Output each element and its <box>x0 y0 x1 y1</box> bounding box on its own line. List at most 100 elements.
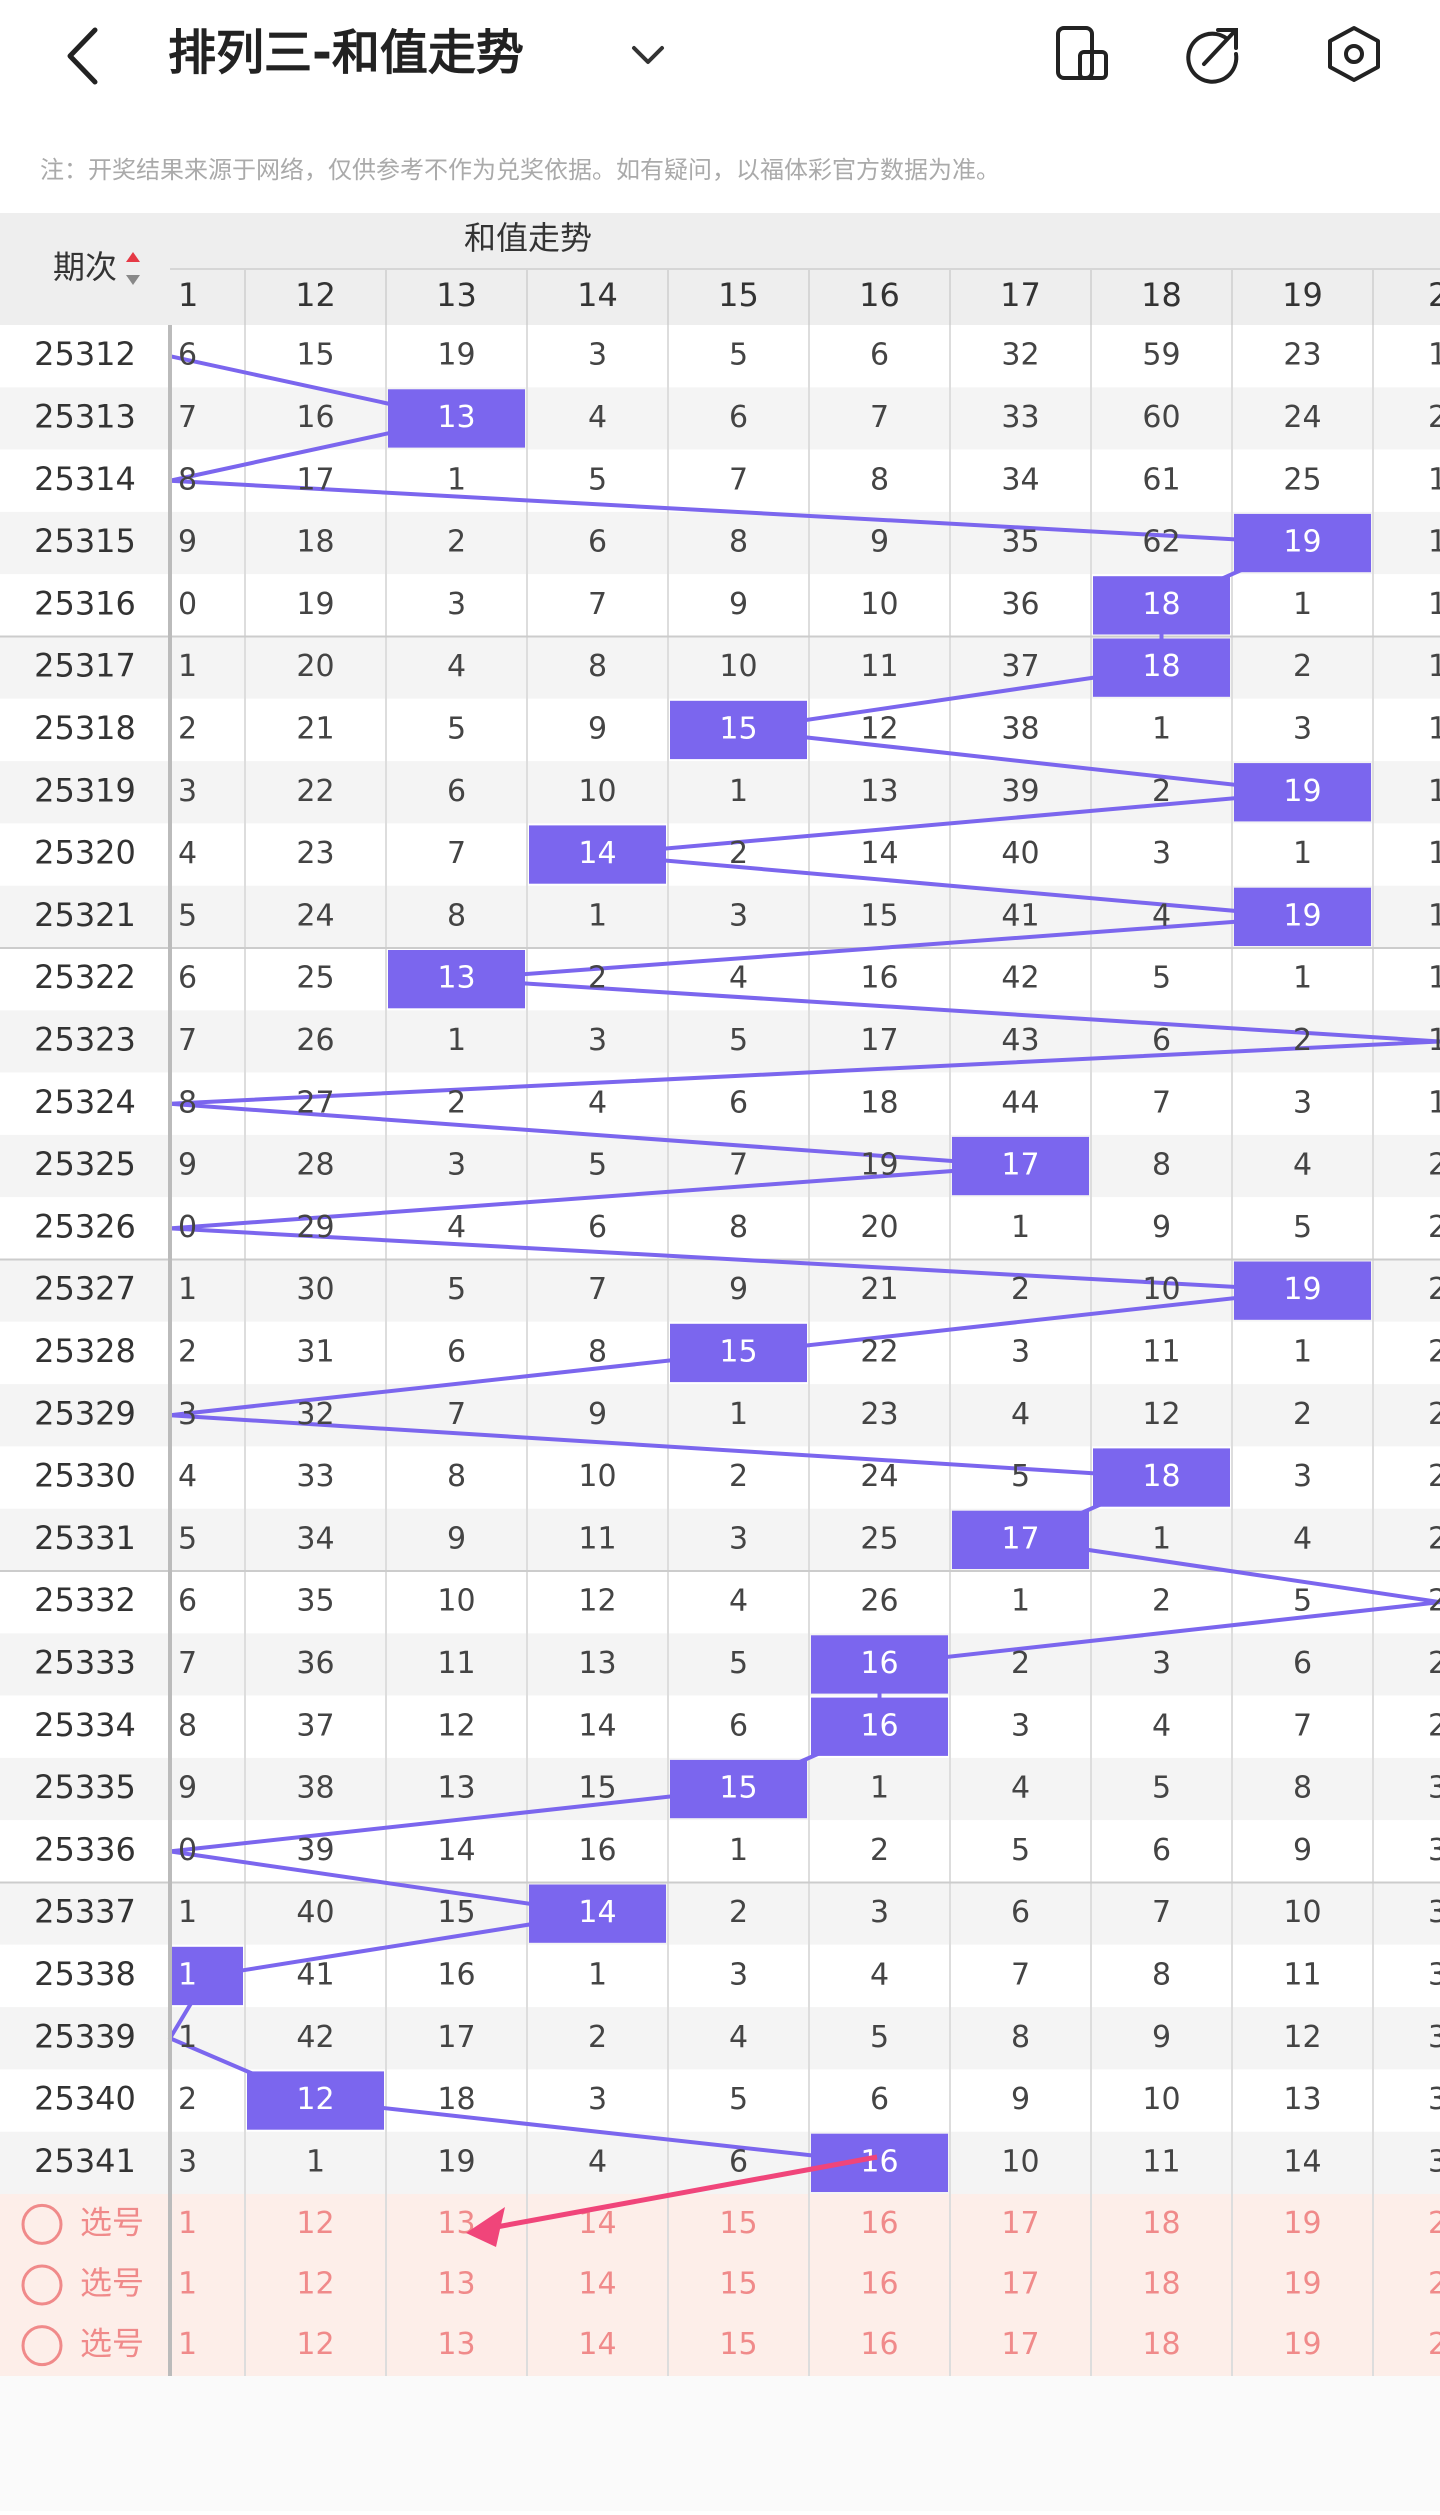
cell-value: 9 <box>588 711 607 746</box>
pick-toggle[interactable] <box>21 2325 63 2367</box>
screen-icon[interactable] <box>1056 26 1108 80</box>
pick-label[interactable]: 选号 <box>80 2325 144 2363</box>
cell-value: 9 <box>588 1397 607 1432</box>
row-bg <box>0 511 1440 575</box>
cell-value: 3 <box>447 1148 466 1183</box>
group-header: 和值走势 <box>464 219 592 257</box>
cell-value: 6 <box>1293 1646 1312 1681</box>
pick-number[interactable]: 13 <box>437 2267 475 2302</box>
cell-value: 35 <box>1001 525 1039 560</box>
hit-value: 15 <box>719 1771 757 1806</box>
pick-label[interactable]: 选号 <box>80 2203 144 2241</box>
cell-value: 2 <box>1428 1272 1440 1307</box>
pick-number[interactable]: 14 <box>578 2267 616 2302</box>
cell-value: 7 <box>870 400 889 435</box>
issue-number: 25338 <box>34 1955 136 1993</box>
cell-value: 1 <box>588 898 607 933</box>
cell-value: 6 <box>447 774 466 809</box>
cell-value: 8 <box>1293 1771 1312 1806</box>
cell-value: 23 <box>296 836 334 871</box>
cell-value: 0 <box>178 1833 197 1868</box>
cell-value: 39 <box>1001 774 1039 809</box>
cell-value: 19 <box>860 1148 898 1183</box>
pick-number[interactable]: 18 <box>1142 2327 1180 2362</box>
cell-value: 5 <box>447 1272 466 1307</box>
cell-value: 7 <box>178 400 197 435</box>
pick-number[interactable]: 12 <box>296 2327 334 2362</box>
cell-value: 23 <box>1283 338 1321 373</box>
pick-number[interactable]: 1 <box>178 2267 197 2302</box>
pick-number[interactable]: 2 <box>1428 2206 1440 2241</box>
pick-number[interactable]: 2 <box>1428 2327 1440 2362</box>
cell-value: 5 <box>1152 961 1171 996</box>
issue-number: 25314 <box>34 460 136 498</box>
column-header: 17 <box>1000 276 1041 314</box>
issue-number: 25323 <box>34 1020 136 1058</box>
cell-value: 2 <box>870 1833 889 1868</box>
dropdown-icon[interactable] <box>632 46 664 64</box>
cell-value: 8 <box>729 1210 748 1245</box>
sort-down[interactable] <box>126 275 140 285</box>
pick-number[interactable]: 12 <box>296 2206 334 2241</box>
cell-value: 10 <box>719 649 757 684</box>
share-icon[interactable] <box>1186 28 1239 84</box>
pick-number[interactable]: 13 <box>437 2327 475 2362</box>
pointer-arrowhead <box>466 2207 505 2247</box>
cell-value: 40 <box>1001 836 1039 871</box>
cell-value: 10 <box>578 1459 616 1494</box>
pick-number[interactable]: 14 <box>578 2327 616 2362</box>
row-bg <box>0 1508 1440 1571</box>
cell-value: 1 <box>178 2020 197 2055</box>
pick-number[interactable]: 1 <box>178 2206 197 2241</box>
cell-value: 2 <box>178 2082 197 2117</box>
cell-value: 9 <box>178 1771 197 1806</box>
cell-value: 8 <box>447 898 466 933</box>
pick-number[interactable]: 12 <box>296 2267 334 2302</box>
pick-number[interactable]: 15 <box>719 2206 757 2241</box>
cell-value: 43 <box>1001 1023 1039 1058</box>
cell-value: 10 <box>1283 1895 1321 1930</box>
pick-number[interactable]: 19 <box>1283 2206 1321 2241</box>
cell-value: 36 <box>1001 587 1039 622</box>
pick-number[interactable]: 17 <box>1001 2206 1039 2241</box>
cell-value: 24 <box>1283 400 1321 435</box>
pick-number[interactable]: 19 <box>1283 2267 1321 2302</box>
settings-icon[interactable] <box>1328 26 1380 82</box>
pick-number[interactable]: 13 <box>437 2206 475 2241</box>
issue-number: 25312 <box>34 335 136 373</box>
pick-number[interactable]: 17 <box>1001 2267 1039 2302</box>
cell-value: 2 <box>1011 1272 1030 1307</box>
issue-header[interactable]: 期次 <box>53 248 117 286</box>
pick-number[interactable]: 17 <box>1001 2327 1039 2362</box>
cell-value: 6 <box>729 1085 748 1120</box>
cell-value: 38 <box>1001 711 1039 746</box>
pick-number[interactable]: 18 <box>1142 2267 1180 2302</box>
pick-number[interactable]: 15 <box>719 2327 757 2362</box>
cell-value: 2 <box>1011 1646 1030 1681</box>
pick-number[interactable]: 1 <box>178 2327 197 2362</box>
pick-number[interactable]: 19 <box>1283 2327 1321 2362</box>
cell-value: 4 <box>588 2144 607 2179</box>
hit-value: 19 <box>1283 774 1321 809</box>
pick-number[interactable]: 16 <box>860 2267 898 2302</box>
pick-number[interactable]: 2 <box>1428 2267 1440 2302</box>
pick-number[interactable]: 18 <box>1142 2206 1180 2241</box>
column-header: 14 <box>577 276 618 314</box>
pick-toggle[interactable] <box>21 2203 63 2245</box>
pick-number[interactable]: 16 <box>860 2206 898 2241</box>
cell-value: 1 <box>1428 836 1440 871</box>
hit-value: 16 <box>860 1708 898 1743</box>
row-bg <box>0 1571 1440 1634</box>
cell-value: 7 <box>1293 1708 1312 1743</box>
back-button[interactable] <box>67 27 98 85</box>
pick-number[interactable]: 16 <box>860 2327 898 2362</box>
cell-value: 8 <box>1011 2020 1030 2055</box>
cell-value: 42 <box>296 2020 334 2055</box>
cell-value: 16 <box>578 1833 616 1868</box>
sort-up[interactable] <box>126 252 140 262</box>
pick-label[interactable]: 选号 <box>80 2264 144 2302</box>
page-title[interactable]: 排列三-和值走势 <box>168 25 524 81</box>
pick-toggle[interactable] <box>21 2264 63 2306</box>
pick-number[interactable]: 15 <box>719 2267 757 2302</box>
cell-value: 8 <box>1152 1148 1171 1183</box>
